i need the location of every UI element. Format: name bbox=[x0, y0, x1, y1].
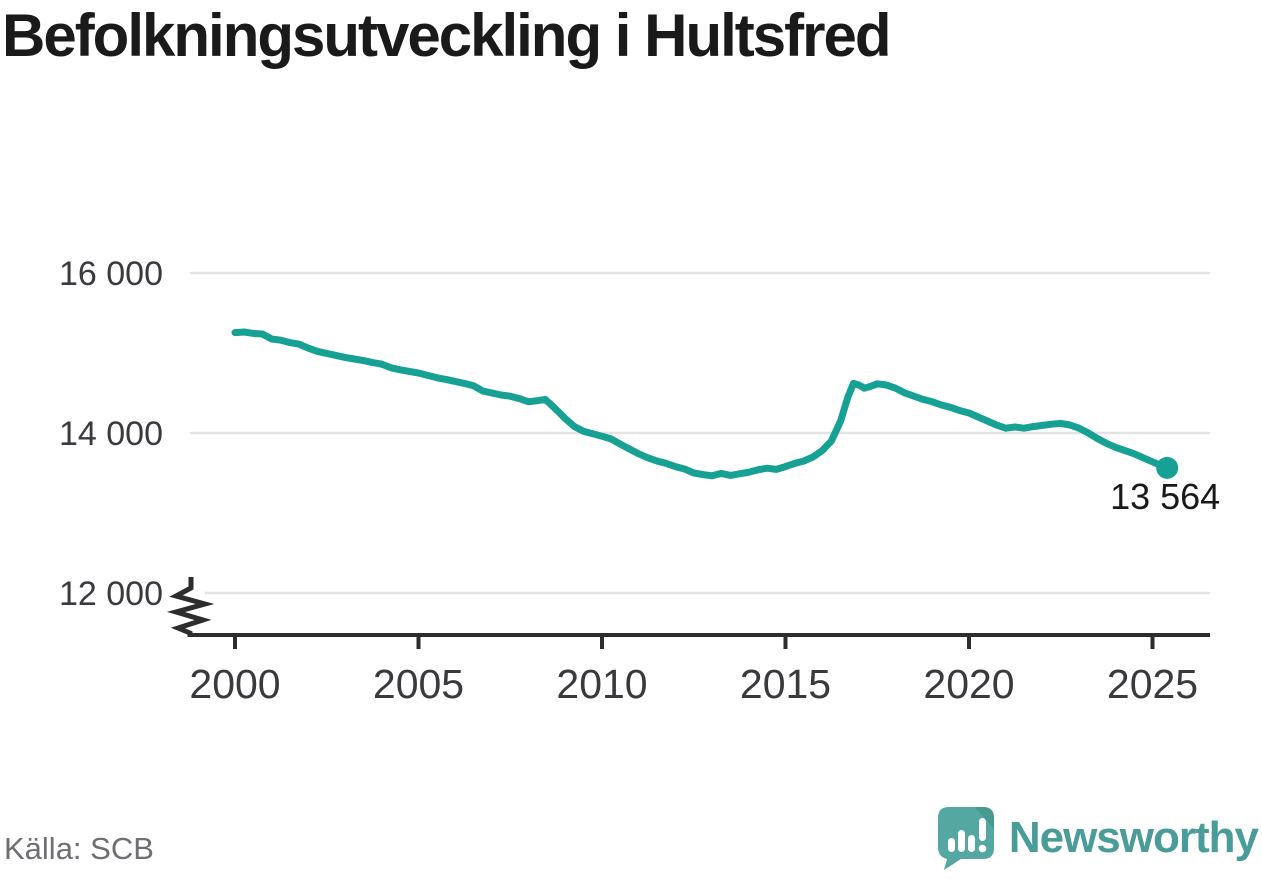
y-axis-break-icon bbox=[166, 577, 215, 637]
y-tick-label: 16 000 bbox=[59, 255, 163, 293]
exclamation-bar bbox=[978, 818, 986, 841]
chart-title: Befolkningsutveckling i Hultsfred bbox=[2, 2, 891, 69]
x-tick-label: 2020 bbox=[923, 661, 1014, 707]
x-tick-label: 2000 bbox=[189, 661, 280, 707]
gridlines-group: 16 000 14 000 12 000 bbox=[59, 255, 1210, 613]
y-tick-label: 14 000 bbox=[59, 415, 163, 453]
newsworthy-logo-text: Newsworthy bbox=[1008, 813, 1259, 862]
x-tick-label: 2010 bbox=[556, 661, 647, 707]
bar-2 bbox=[957, 830, 965, 852]
x-tick-label: 2005 bbox=[373, 661, 464, 707]
series-group: 13 564 bbox=[231, 328, 1220, 517]
population-line-series bbox=[231, 328, 1171, 480]
x-tick-label: 2025 bbox=[1107, 661, 1198, 707]
x-tick-label: 2015 bbox=[740, 661, 831, 707]
bar-3 bbox=[967, 835, 975, 852]
source-label: Källa: SCB bbox=[4, 831, 154, 866]
y-tick-label: 12 000 bbox=[59, 575, 163, 613]
newsworthy-logo-icon bbox=[937, 807, 994, 870]
bar-1 bbox=[947, 838, 955, 852]
end-point-marker bbox=[1156, 456, 1179, 479]
x-axis-group: 2000 2005 2010 2015 2020 2025 bbox=[188, 633, 1210, 707]
logo-corner-fold bbox=[974, 807, 994, 829]
newsworthy-logo: Newsworthy bbox=[935, 805, 1259, 871]
end-value-label: 13 564 bbox=[1110, 476, 1220, 517]
exclamation-dot bbox=[978, 844, 987, 853]
